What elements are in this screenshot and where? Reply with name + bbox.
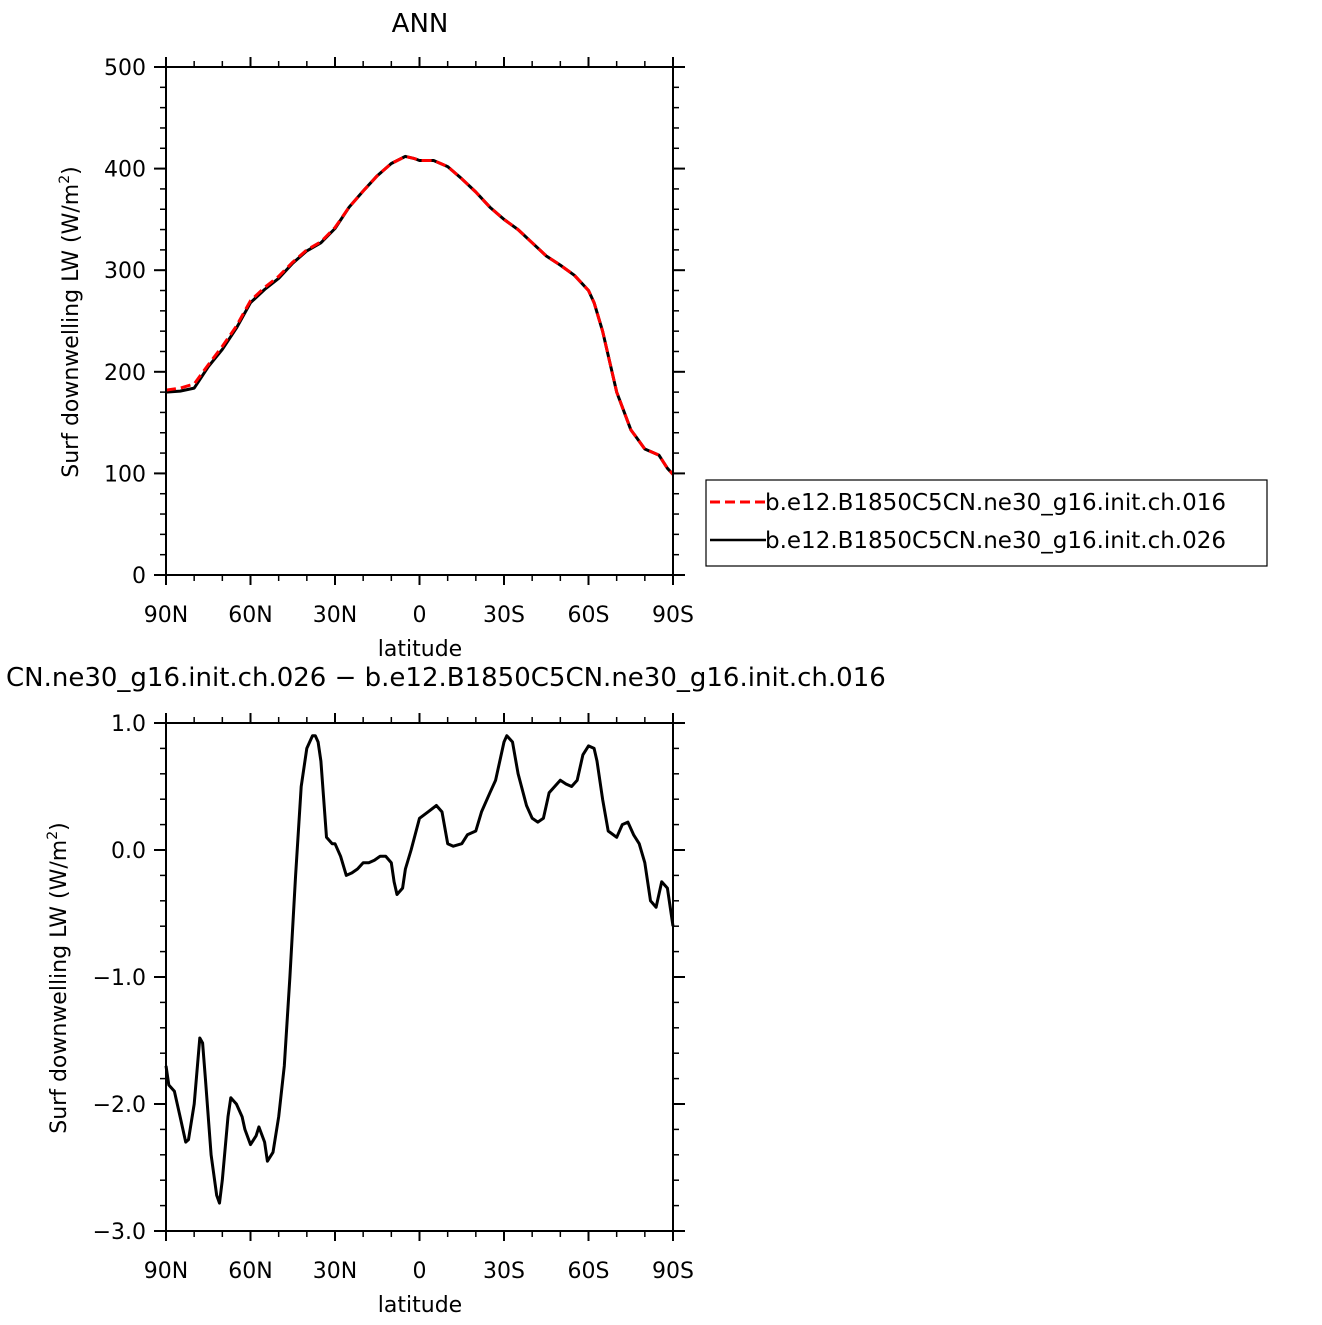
x-tick-label: 90S (652, 603, 694, 628)
top-tick-marks: 90N 60N 30N 0 30S 60S 90S 0 100 200 300 400 500 (104, 56, 694, 628)
x-tick-label: 30N (313, 1259, 357, 1284)
bottom-tick-marks: 90N 60N 30N 0 30S 60S 90S −3.0 −2.0 −1.0 0.0 1.0 (93, 712, 694, 1284)
legend-label-026: b.e12.B1850C5CN.ne30_g16.init.ch.026 (765, 528, 1226, 554)
bottom-chart-title: CN.ne30_g16.init.ch.026 − b.e12.B1850C5C… (6, 663, 886, 693)
top-y-axis-label: Surf downwelling LW (W/m2) (57, 166, 84, 478)
y-tick-label: 1.0 (111, 712, 146, 737)
top-x-axis-label: latitude (378, 637, 462, 662)
x-tick-label: 0 (413, 1259, 427, 1284)
y-tick-label: −2.0 (93, 1093, 146, 1118)
x-tick-label: 30S (483, 1259, 525, 1284)
bottom-plot-frame (165, 722, 674, 1232)
x-tick-label: 60S (568, 603, 610, 628)
x-tick-label: 0 (413, 603, 427, 628)
x-tick-label: 60N (228, 1259, 272, 1284)
top-series-lines (165, 154, 675, 476)
series-line-1 (164, 734, 675, 1205)
y-tick-label: 400 (104, 158, 146, 183)
y-tick-label: 100 (104, 462, 146, 487)
series-line-1 (165, 154, 675, 476)
top-chart-title: ANN (392, 9, 449, 39)
bottom-y-axis-label: Surf downwelling LW (W/m2) (45, 822, 72, 1134)
bottom-series-lines (164, 734, 675, 1205)
x-tick-label: 90S (652, 1259, 694, 1284)
x-tick-label: 30N (313, 603, 357, 628)
x-tick-label: 30S (483, 603, 525, 628)
y-tick-label: −1.0 (93, 966, 146, 991)
y-tick-label: 300 (104, 259, 146, 284)
y-tick-label: −3.0 (93, 1220, 146, 1245)
legend-box (705, 479, 1268, 567)
legend-label-016: b.e12.B1850C5CN.ne30_g16.init.ch.016 (765, 490, 1226, 516)
y-tick-label: 0 (132, 564, 146, 589)
top-panel: ANN Surf downwelling LW (W/m2) latitude … (57, 9, 1268, 662)
x-tick-label: 60N (228, 603, 272, 628)
bottom-panel: CN.ne30_g16.init.ch.026 − b.e12.B1850C5C… (6, 663, 886, 1318)
y-tick-label: 200 (104, 361, 146, 386)
x-tick-label: 60S (568, 1259, 610, 1284)
x-tick-label: 90N (144, 1259, 188, 1284)
bottom-x-axis-label: latitude (378, 1293, 462, 1318)
y-tick-label: 500 (104, 56, 146, 81)
y-tick-label: 0.0 (111, 839, 146, 864)
top-legend: b.e12.B1850C5CN.ne30_g16.init.ch.016 b.e… (705, 479, 1268, 567)
x-tick-label: 90N (144, 603, 188, 628)
top-plot-frame (165, 66, 674, 576)
